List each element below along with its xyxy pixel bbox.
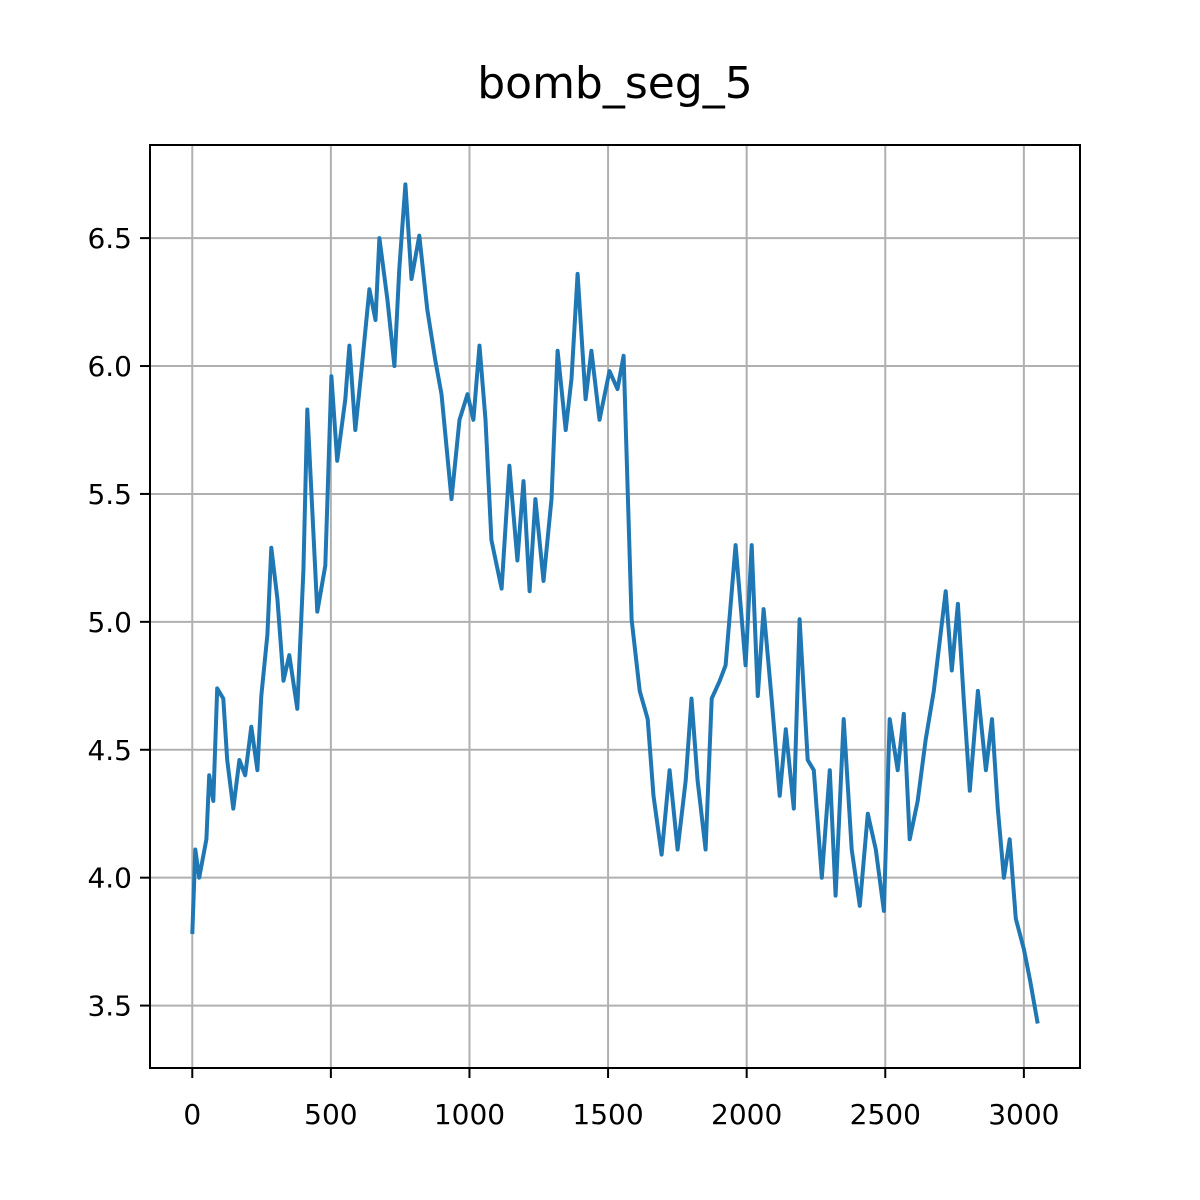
x-tick-label: 500 bbox=[304, 1098, 357, 1131]
x-tick-label: 1500 bbox=[572, 1098, 643, 1131]
x-tick-label: 1000 bbox=[434, 1098, 505, 1131]
y-tick-label: 6.5 bbox=[87, 222, 132, 255]
chart-title: bomb_seg_5 bbox=[477, 58, 753, 109]
y-tick-label: 5.0 bbox=[87, 606, 132, 639]
y-tick-label: 5.5 bbox=[87, 478, 132, 511]
data-line bbox=[190, 182, 1040, 1024]
y-tick-label: 4.0 bbox=[87, 862, 132, 895]
x-tick-label: 2000 bbox=[711, 1098, 782, 1131]
y-tick-label: 6.0 bbox=[87, 350, 132, 383]
y-tick-label: 3.5 bbox=[87, 990, 132, 1023]
x-tick-label: 0 bbox=[183, 1098, 201, 1131]
plot-frame bbox=[149, 144, 1081, 1069]
y-tick-label: 4.5 bbox=[87, 734, 132, 767]
x-tick-label: 2500 bbox=[850, 1098, 921, 1131]
x-tick-label: 3000 bbox=[988, 1098, 1059, 1131]
